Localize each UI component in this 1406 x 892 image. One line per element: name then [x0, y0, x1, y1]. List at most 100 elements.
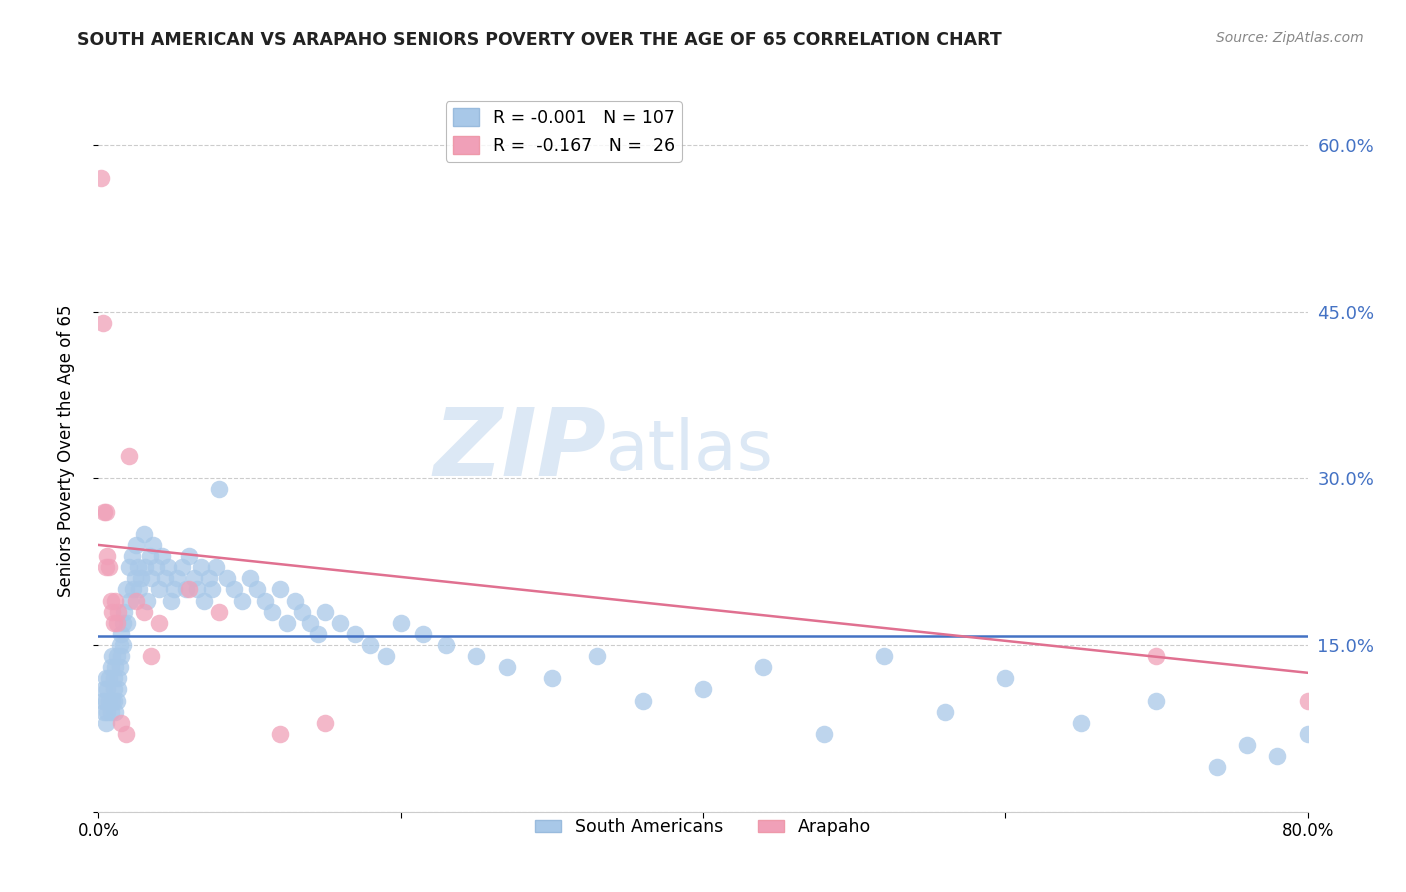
Point [284, 593, 307, 607]
Point [179, 549, 201, 563]
Point [170, 560, 193, 574]
Point [108, 638, 131, 652]
Point [299, 615, 322, 630]
Point [120, 593, 142, 607]
Point [174, 582, 197, 597]
Point [96, 549, 118, 563]
Point [111, 615, 134, 630]
Point [108, 660, 131, 674]
Point [389, 615, 412, 630]
Point [186, 582, 208, 597]
Point [934, 705, 956, 719]
Legend: South Americans, Arapaho: South Americans, Arapaho [529, 811, 877, 843]
Point [994, 671, 1017, 685]
Point [141, 649, 163, 664]
Point [1070, 715, 1092, 730]
Point [276, 615, 298, 630]
Point [107, 671, 129, 685]
Point [93, 705, 115, 719]
Point [208, 605, 231, 619]
Point [148, 615, 170, 630]
Point [100, 660, 122, 674]
Point [314, 605, 336, 619]
Point [193, 593, 215, 607]
Point [314, 715, 336, 730]
Point [110, 649, 132, 664]
Point [118, 560, 141, 574]
Point [148, 582, 170, 597]
Point [94, 505, 117, 519]
Point [145, 560, 167, 574]
Point [114, 582, 136, 597]
Point [329, 615, 352, 630]
Point [166, 571, 188, 585]
Point [103, 693, 125, 707]
Point [344, 627, 367, 641]
Point [540, 671, 562, 685]
Point [121, 549, 143, 563]
Point [465, 649, 488, 664]
Text: Source: ZipAtlas.com: Source: ZipAtlas.com [1216, 31, 1364, 45]
Point [132, 526, 155, 541]
Point [495, 660, 517, 674]
Point [107, 682, 129, 697]
Point [208, 483, 231, 497]
Point [179, 582, 201, 597]
Point [127, 560, 149, 574]
Point [291, 605, 314, 619]
Point [307, 627, 329, 641]
Point [129, 571, 152, 585]
Point [112, 605, 135, 619]
Y-axis label: Seniors Poverty Over the Age of 65: Seniors Poverty Over the Age of 65 [56, 304, 75, 597]
Point [269, 582, 291, 597]
Point [374, 649, 396, 664]
Point [98, 671, 121, 685]
Point [132, 605, 155, 619]
Point [104, 705, 127, 719]
Point [163, 582, 186, 597]
Point [96, 682, 118, 697]
Point [105, 649, 128, 664]
Point [183, 571, 205, 585]
Point [93, 505, 115, 519]
Point [231, 593, 253, 607]
Point [91, 316, 114, 330]
Point [412, 627, 434, 641]
Point [100, 593, 122, 607]
Point [91, 693, 114, 707]
Point [104, 593, 127, 607]
Point [246, 582, 269, 597]
Point [253, 593, 276, 607]
Point [94, 560, 117, 574]
Point [98, 693, 121, 707]
Point [125, 538, 148, 552]
Point [224, 582, 246, 597]
Point [110, 627, 132, 641]
Point [1296, 727, 1319, 741]
Point [239, 571, 262, 585]
Point [813, 727, 835, 741]
Point [1357, 749, 1379, 764]
Point [141, 571, 163, 585]
Point [110, 715, 132, 730]
Point [752, 660, 775, 674]
Point [94, 693, 117, 707]
Point [692, 682, 714, 697]
Point [107, 605, 129, 619]
Point [105, 693, 128, 707]
Point [115, 615, 138, 630]
Point [139, 549, 162, 563]
Point [160, 593, 183, 607]
Point [124, 571, 146, 585]
Point [262, 605, 284, 619]
Point [105, 615, 128, 630]
Point [631, 693, 654, 707]
Point [205, 560, 228, 574]
Point [122, 582, 145, 597]
Point [100, 705, 122, 719]
Point [103, 615, 125, 630]
Point [103, 682, 125, 697]
Point [156, 560, 179, 574]
Point [90, 171, 112, 186]
Point [153, 571, 176, 585]
